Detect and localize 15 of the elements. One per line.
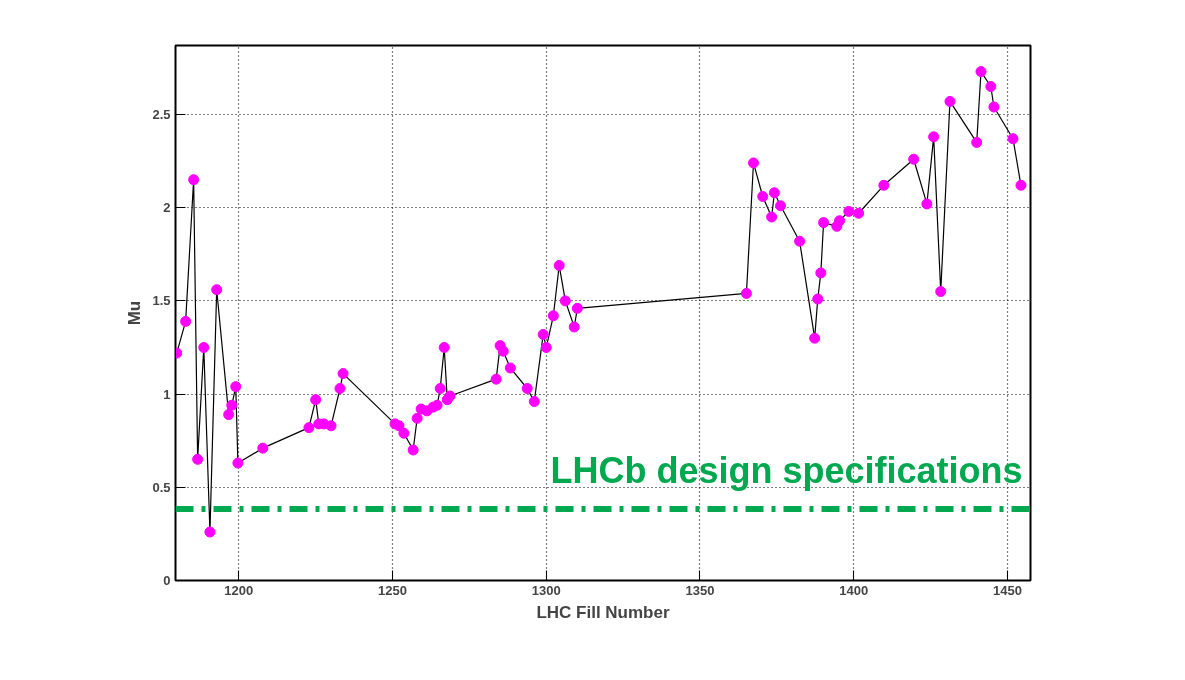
y-tick-label: 2.5 bbox=[152, 106, 171, 122]
x-tick-label: 1250 bbox=[378, 582, 408, 598]
x-tick-label: 1450 bbox=[992, 582, 1022, 598]
x-tick-label: 1300 bbox=[531, 582, 561, 598]
y-tick-label: 2 bbox=[163, 200, 171, 216]
y-tick-label: 1 bbox=[163, 386, 171, 402]
y-tick-label: 0 bbox=[163, 573, 171, 588]
x-tick-label: 1200 bbox=[224, 582, 254, 598]
x-tick-label: 1400 bbox=[839, 582, 869, 598]
y-tick-label: 0.5 bbox=[152, 479, 171, 495]
y-axis-title: Mu bbox=[125, 300, 145, 326]
x-axis-title: LHC Fill Number bbox=[536, 602, 670, 622]
ref-line-label: LHCb design specifications bbox=[550, 449, 1023, 491]
y-tick-label: 1.5 bbox=[152, 293, 171, 309]
x-tick-label: 1350 bbox=[685, 582, 715, 598]
